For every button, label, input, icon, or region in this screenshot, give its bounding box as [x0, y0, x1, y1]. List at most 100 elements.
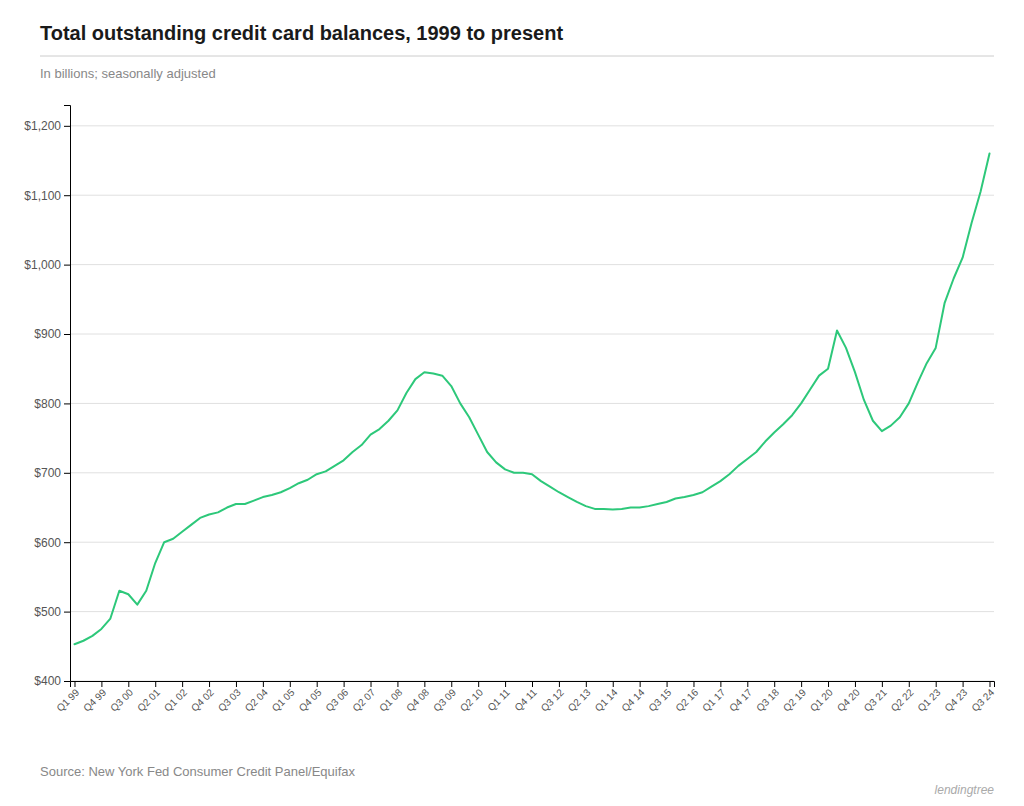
x-tick-label: Q4 11: [512, 686, 539, 713]
grid-line: [70, 403, 994, 404]
title-rule: [40, 56, 994, 57]
x-tick-mark: [128, 681, 129, 687]
y-tick-label: $1,200: [24, 119, 61, 133]
x-tick-label: Q3 06: [323, 686, 350, 713]
x-tick-label: Q4 14: [619, 686, 646, 713]
x-tick: Q3 12: [539, 681, 566, 714]
x-tick: Q3 21: [862, 681, 889, 714]
x-tick-mark: [344, 681, 345, 687]
x-tick-mark: [855, 681, 856, 687]
line: [74, 154, 989, 645]
x-tick: Q3 06: [323, 681, 350, 714]
x-tick: Q1 99: [54, 681, 81, 714]
x-tick: Q3 15: [646, 681, 673, 714]
x-tick: Q4 99: [81, 681, 108, 714]
y-axis-line: [64, 106, 71, 682]
y-axis: $400$500$600$700$800$900$1,000$1,100$1,2…: [24, 106, 70, 689]
x-tick-mark: [451, 681, 452, 687]
x-tick: Q2 07: [350, 681, 377, 714]
grid-line: [70, 472, 994, 473]
x-tick-mark: [990, 681, 991, 687]
x-tick-mark: [613, 681, 614, 687]
y-tick-mark: [64, 265, 70, 266]
x-tick: Q3 03: [216, 681, 243, 714]
x-tick: Q4 17: [727, 681, 754, 714]
x-tick-label: Q2 07: [350, 686, 377, 713]
y-tick-mark: [64, 195, 70, 196]
chart: Total outstanding credit card balances, …: [0, 0, 1024, 806]
x-tick-label: Q1 17: [700, 686, 727, 713]
x-tick: Q2 04: [243, 681, 270, 714]
x-tick: Q2 22: [889, 681, 916, 714]
y-tick: $1,200: [24, 119, 70, 133]
x-tick: Q1 17: [700, 681, 727, 714]
x-tick-label: Q3 12: [539, 686, 566, 713]
x-tick-label: Q4 99: [81, 686, 108, 713]
x-tick: Q2 01: [135, 681, 162, 714]
x-tick-mark: [801, 681, 802, 687]
x-tick: Q3 00: [108, 681, 135, 714]
x-tick-label: Q3 24: [969, 686, 996, 713]
x-tick: Q1 05: [270, 681, 297, 714]
x-tick: Q2 10: [458, 681, 485, 714]
x-tick-label: Q2 04: [243, 686, 270, 713]
x-tick-mark: [236, 681, 237, 687]
plot: $400$500$600$700$800$900$1,000$1,100$1,2…: [24, 106, 996, 714]
x-tick-label: Q1 20: [808, 686, 835, 713]
x-axis-line: [71, 682, 995, 688]
y-tick-label: $500: [34, 605, 61, 619]
x-tick-mark: [317, 681, 318, 687]
series: [74, 154, 989, 645]
x-tick: Q4 14: [619, 681, 646, 714]
grid-line: [70, 125, 994, 126]
x-tick: Q2 19: [781, 681, 808, 714]
y-tick-label: $800: [34, 397, 61, 411]
x-tick-mark: [909, 681, 910, 687]
x-tick-label: Q2 16: [673, 686, 700, 713]
x-tick-label: Q2 22: [889, 686, 916, 713]
x-tick: Q4 11: [512, 681, 539, 713]
x-tick: Q2 16: [673, 681, 700, 714]
x-tick-mark: [640, 681, 641, 687]
grid: [70, 126, 994, 681]
x-tick: Q4 05: [297, 681, 324, 714]
x-tick-label: Q4 02: [189, 686, 216, 713]
y-tick-label: $700: [34, 466, 61, 480]
x-tick-mark: [155, 681, 156, 687]
y-tick: $800: [34, 397, 70, 411]
y-tick-label: $900: [34, 327, 61, 341]
grid-line: [70, 264, 994, 265]
annotation: lendingtree: [935, 783, 995, 797]
x-tick: Q1 02: [162, 681, 189, 714]
x-tick-mark: [74, 681, 75, 687]
x-tick: Q4 02: [189, 681, 216, 714]
x-tick-mark: [371, 681, 372, 687]
x-tick-label: Q3 09: [431, 686, 458, 713]
x-tick-label: Q2 19: [781, 686, 808, 713]
x-tick-mark: [720, 681, 721, 687]
x-tick-label: Q4 20: [835, 686, 862, 713]
x-tick: Q4 08: [404, 681, 431, 714]
grid-line: [70, 611, 994, 612]
x-tick-label: Q3 15: [646, 686, 673, 713]
x-tick-mark: [828, 681, 829, 687]
y-tick-mark: [64, 612, 70, 613]
subtitle: In billions; seasonally adjusted: [40, 66, 216, 81]
y-tick: $1,100: [24, 189, 70, 203]
x-tick-mark: [182, 681, 183, 687]
grid-line: [70, 334, 994, 335]
x-tick-mark: [209, 681, 210, 687]
y-tick: $400: [34, 674, 70, 688]
x-tick-mark: [774, 681, 775, 687]
x-tick-mark: [101, 681, 102, 687]
grid-line: [70, 195, 994, 196]
source: Source: New York Fed Consumer Credit Pan…: [40, 764, 356, 779]
title: Total outstanding credit card balances, …: [40, 22, 563, 44]
x-tick-mark: [586, 681, 587, 687]
x-tick-label: Q2 01: [135, 686, 162, 713]
x-tick-mark: [747, 681, 748, 687]
y-tick: $500: [34, 605, 70, 619]
y-tick: $900: [34, 327, 70, 341]
x-tick-label: Q1 08: [377, 686, 404, 713]
x-tick-label: Q3 03: [216, 686, 243, 713]
